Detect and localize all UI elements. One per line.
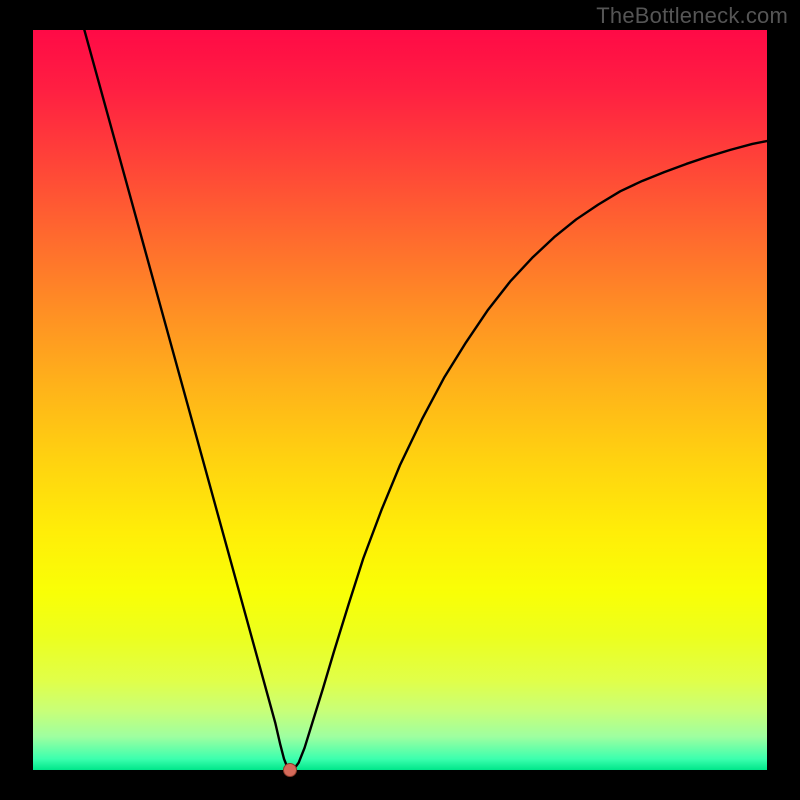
bottleneck-curve [33, 30, 767, 770]
optimum-marker [283, 763, 297, 777]
watermark-text: TheBottleneck.com [596, 3, 788, 29]
plot-area [33, 30, 767, 770]
